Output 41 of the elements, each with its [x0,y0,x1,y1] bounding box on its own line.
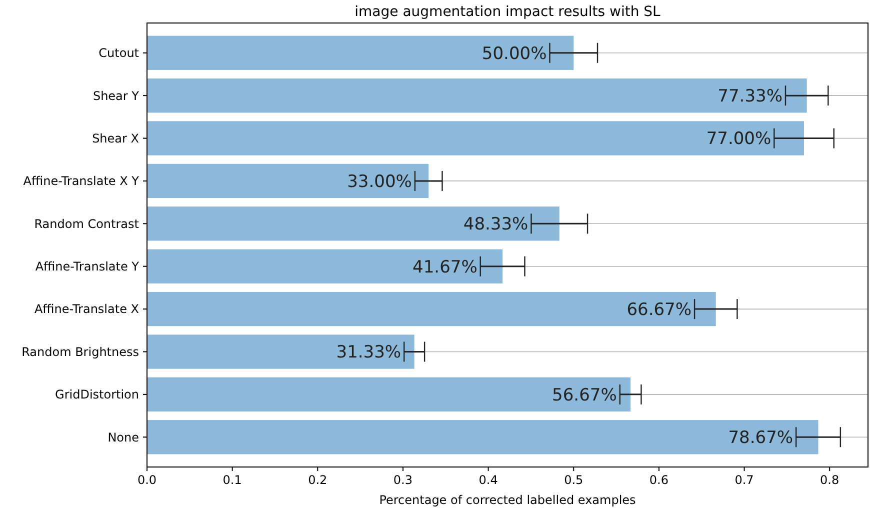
data-label: 50.00% [482,44,547,64]
y-tick-label: Random Brightness [22,344,139,359]
x-tick-label: 0.2 [308,473,328,487]
x-tick-label: 0.3 [393,473,413,487]
bar [147,377,631,412]
x-tick-label: 0.7 [734,473,754,487]
y-tick-label: Shear Y [92,88,140,103]
bar [147,78,807,113]
data-label: 77.00% [706,129,772,150]
data-label: 78.67% [728,428,794,448]
bar [147,206,560,241]
x-tick-label: 0.4 [478,473,498,487]
x-tick-label: 0.5 [564,473,584,487]
data-label: 41.67% [412,257,478,278]
x-tick-label: 0.1 [222,473,242,487]
bar [147,420,818,454]
data-label: 56.67% [552,385,617,406]
y-tick-label: Affine-Translate Y [35,260,140,274]
data-label: 66.67% [626,300,692,320]
data-label: 31.33% [336,342,402,363]
data-label: 48.33% [463,214,528,235]
x-tick-label: 0.6 [649,473,668,487]
bar [147,334,414,369]
chart-title: image augmentation impact results with SL [354,4,661,20]
y-tick-label: Affine-Translate X Y [23,174,140,188]
bar [147,36,574,70]
x-tick-label: 0.0 [137,473,157,487]
y-tick-label: None [108,430,139,444]
y-tick-label: Random Contrast [34,216,140,231]
bar [147,292,716,326]
data-label: 77.33% [718,86,782,107]
y-tick-label: Affine-Translate X [34,302,139,316]
y-tick-label: Cutout [98,46,140,60]
bar [147,249,503,284]
bar [147,164,429,198]
y-tick-label: GridDistortion [55,388,139,402]
bar [147,121,804,156]
x-tick-label: 0.8 [820,473,840,487]
y-tick-label: Shear X [92,131,139,146]
data-label: 33.00% [347,172,412,192]
x-axis-title: Percentage of corrected labelled examples [379,493,636,507]
